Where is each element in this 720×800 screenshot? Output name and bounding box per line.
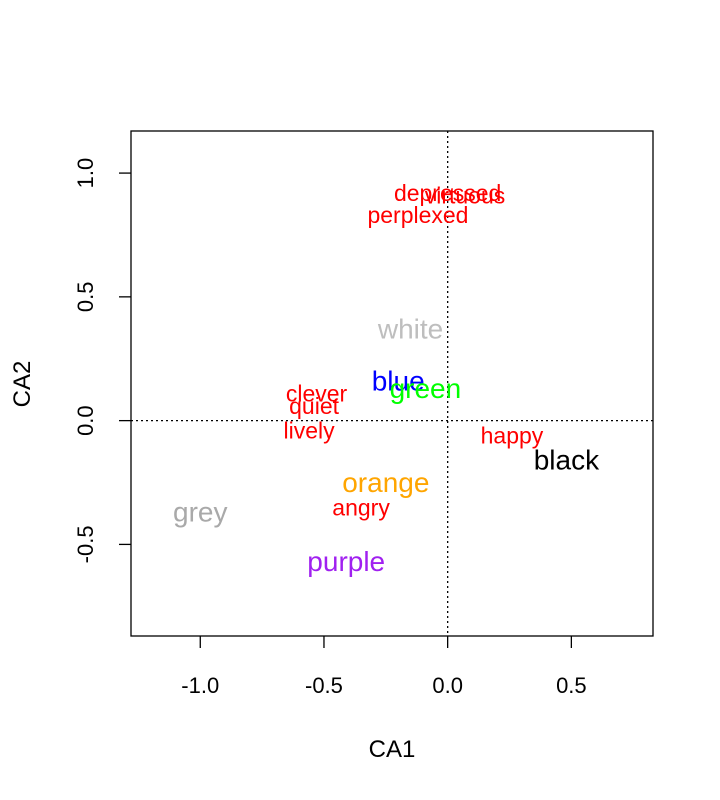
point-label-white: white <box>377 314 443 345</box>
point-label-happy: happy <box>481 422 544 448</box>
y-axis: -0.5 0.0 0.5 1.0 <box>73 158 131 563</box>
point-label-black: black <box>534 445 600 476</box>
x-tick-label: -1.0 <box>181 673 219 698</box>
point-label-purple: purple <box>307 546 385 577</box>
x-tick-label: 0.0 <box>432 673 463 698</box>
x-tick-label: 0.5 <box>556 673 587 698</box>
point-label-perplexed: perplexed <box>367 202 468 228</box>
point-label-virtuous: virtuous <box>425 182 506 208</box>
y-tick-label: 0.0 <box>73 405 98 436</box>
y-axis-title: CA2 <box>9 361 36 408</box>
point-label-green: green <box>390 373 462 404</box>
x-axis-title: CA1 <box>369 736 416 763</box>
y-tick-label: 1.0 <box>73 158 98 189</box>
point-label-lively: lively <box>284 418 336 444</box>
point-label-angry: angry <box>332 494 390 520</box>
x-axis: -1.0 -0.5 0.0 0.5 <box>181 636 587 698</box>
point-label-clever: clever <box>286 380 348 406</box>
point-label-quiet: quiet <box>289 393 339 419</box>
reference-lines <box>131 131 653 636</box>
plot-frame <box>130 130 654 637</box>
point-label-blue: blue <box>372 366 425 397</box>
y-tick-label: 0.5 <box>73 282 98 313</box>
point-label-orange: orange <box>342 467 429 498</box>
point-label-depressed: depressed <box>394 180 501 206</box>
x-tick-label: -0.5 <box>305 673 343 698</box>
y-tick-label: -0.5 <box>73 525 98 563</box>
point-label-grey: grey <box>173 497 227 528</box>
